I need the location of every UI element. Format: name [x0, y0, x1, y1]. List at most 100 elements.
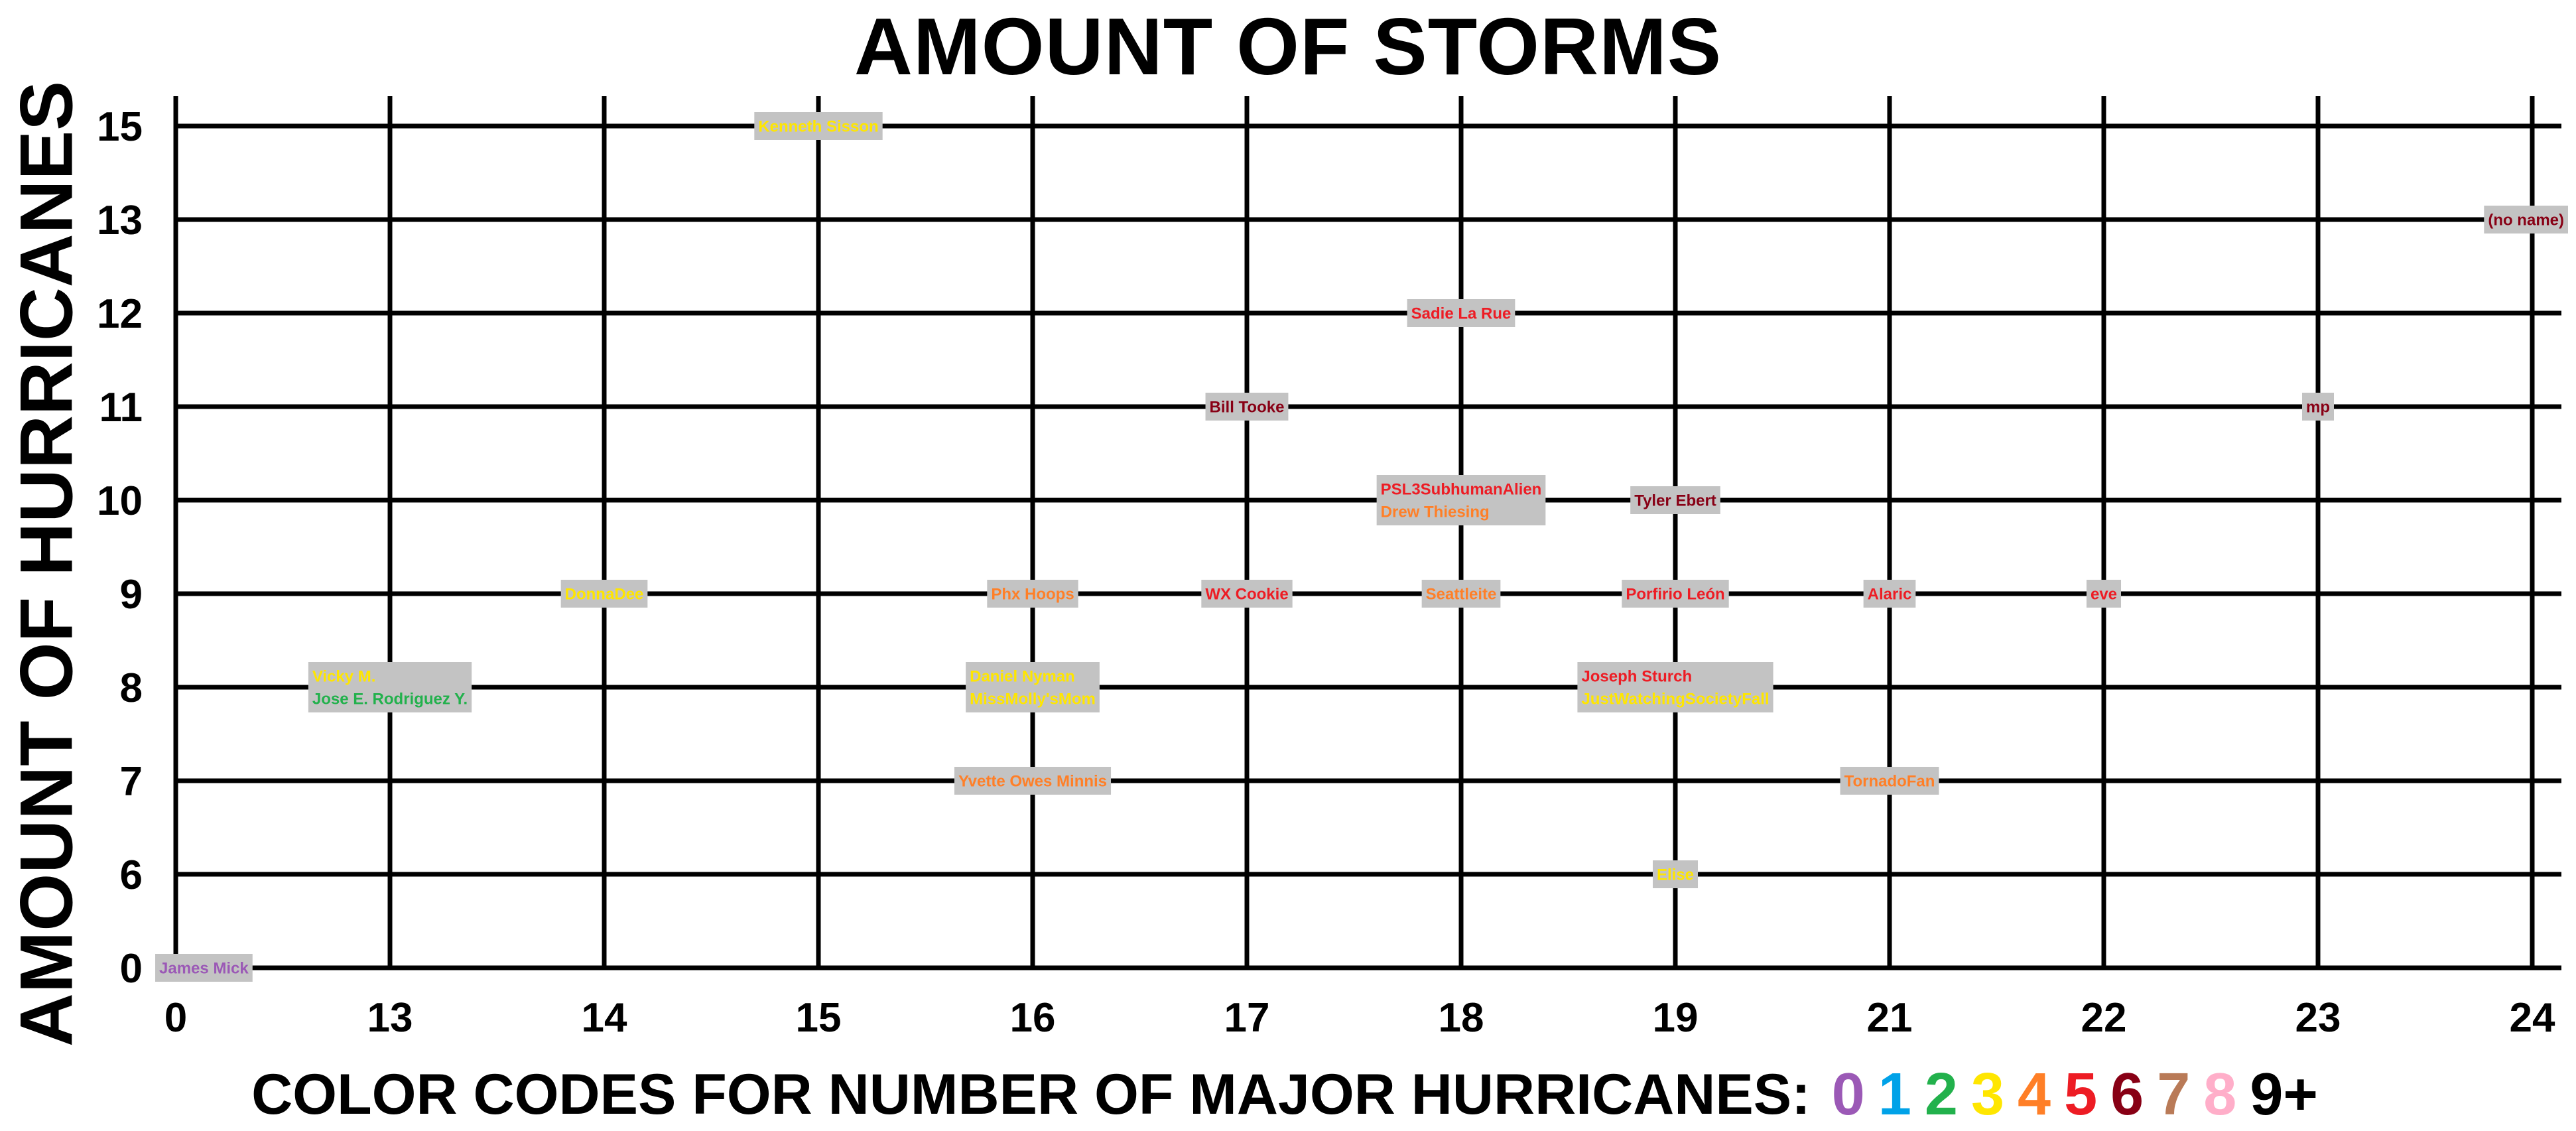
point-label: Porfirio León: [1626, 586, 1724, 604]
x-tick-label: 16: [1010, 995, 1056, 1041]
data-point: eve: [2086, 580, 2122, 608]
y-tick-label: 10: [97, 478, 143, 524]
data-point: Bill Tooke: [1205, 393, 1289, 421]
point-label-box: [966, 662, 1100, 712]
point-label-box: [2302, 393, 2334, 421]
legend-codes: 0 1 2 3 4 5 6 7 8 9+: [1825, 1061, 2325, 1129]
data-point: Alaric: [1863, 580, 1916, 608]
x-tick-label: 21: [1867, 995, 1913, 1041]
data-point: PSL3SubhumanAlien Drew Thiesing: [1376, 475, 1546, 525]
point-label-box: [1630, 486, 1720, 514]
data-point: Porfirio León: [1622, 580, 1729, 608]
point-label-box: [1622, 580, 1729, 608]
data-point: Elise: [1652, 860, 1699, 888]
point-label-box: [308, 662, 472, 712]
point-label: TornadoFan: [1844, 773, 1935, 791]
point-label: Jose E. Rodriguez Y.: [312, 691, 468, 708]
y-tick-label: 11: [99, 385, 143, 431]
x-tick-label: 18: [1439, 995, 1484, 1041]
point-label: (no name): [2488, 212, 2564, 230]
point-label-box: [2484, 206, 2568, 233]
point-label-box: [2086, 580, 2122, 608]
chart-title: AMOUNT OF STORMS: [854, 1, 1722, 92]
data-point: Daniel Nyman MissMolly'sMom: [966, 662, 1100, 712]
data-point: TornadoFan: [1840, 767, 1939, 795]
point-label: Tyler Ebert: [1634, 492, 1716, 510]
point-label-box: [1201, 580, 1293, 608]
data-point: DonnaDee: [560, 580, 648, 608]
data-point: mp: [2302, 393, 2334, 421]
legend-code: 6: [2110, 1061, 2144, 1128]
x-tick-label: 15: [796, 995, 842, 1041]
point-label: Bill Tooke: [1210, 399, 1285, 417]
point-label: Daniel Nyman: [970, 668, 1075, 686]
y-tick-label: 9: [120, 572, 143, 618]
y-tick-label: 8: [120, 665, 143, 711]
point-label-box: [987, 580, 1078, 608]
point-label-box: [1407, 299, 1515, 327]
data-point: Phx Hoops: [987, 580, 1078, 608]
point-label-box: [560, 580, 648, 608]
y-tick-label: 0: [120, 946, 143, 992]
legend-code: 3: [1970, 1061, 2004, 1128]
point-label: Joseph Sturch: [1581, 668, 1692, 686]
data-point: Seattleite: [1421, 580, 1501, 608]
data-point: (no name): [2484, 206, 2568, 233]
legend-code: 8: [2203, 1061, 2237, 1128]
point-label: Drew Thiesing: [1381, 503, 1490, 521]
point-label: Vicky M.: [312, 668, 376, 686]
data-point: Vicky M. Jose E. Rodriguez Y.: [308, 662, 472, 712]
legend-code: 5: [2064, 1061, 2098, 1128]
point-label-box: [1840, 767, 1939, 795]
point-label: Yvette Owes Minnis: [958, 773, 1107, 791]
data-point: WX Cookie: [1201, 580, 1293, 608]
point-label: Sadie La Rue: [1411, 305, 1512, 323]
x-tick-label: 0: [164, 995, 187, 1041]
point-label-box: [1421, 580, 1501, 608]
x-tick-label: 24: [2510, 995, 2555, 1041]
y-tick-label: 12: [97, 291, 143, 337]
point-label: mp: [2306, 399, 2330, 417]
point-label-box: [754, 112, 883, 140]
point-label: PSL3SubhumanAlien: [1381, 481, 1542, 499]
color-legend: COLOR CODES FOR NUMBER OF MAJOR HURRICAN…: [0, 1058, 2576, 1131]
point-label: WX Cookie: [1205, 586, 1288, 604]
data-point: Tyler Ebert: [1630, 486, 1720, 514]
point-label: JustWatchingSocietyFall: [1581, 691, 1769, 708]
x-tick-label: 23: [2295, 995, 2341, 1041]
legend-code: 9+: [2250, 1061, 2318, 1128]
point-label-box: [1863, 580, 1916, 608]
data-point: Joseph Sturch JustWatchingSocietyFall: [1577, 662, 1773, 712]
data-point: Kenneth Sisson: [754, 112, 883, 140]
point-label: MissMolly'sMom: [970, 691, 1096, 708]
point-label: Seattleite: [1426, 586, 1497, 604]
data-point: Yvette Owes Minnis: [954, 767, 1112, 795]
point-label: Elise: [1657, 866, 1694, 884]
x-tick-label: 13: [367, 995, 413, 1041]
point-label-box: [954, 767, 1112, 795]
y-tick-label: 7: [120, 759, 143, 805]
point-label-box: [1652, 860, 1699, 888]
point-label: Alaric: [1868, 586, 1912, 604]
y-tick-label: 13: [97, 198, 143, 243]
point-label: eve: [2091, 586, 2117, 604]
x-tick-label: 19: [1653, 995, 1699, 1041]
y-tick-label: 15: [97, 104, 143, 150]
point-label-box: [1205, 393, 1289, 421]
x-tick-label: 14: [582, 995, 627, 1041]
legend-code: 2: [1924, 1061, 1958, 1128]
point-label: Kenneth Sisson: [758, 118, 878, 136]
x-tick-label: 22: [2081, 995, 2127, 1041]
legend-code: 1: [1878, 1061, 1911, 1128]
point-label-box: [1376, 475, 1546, 525]
point-label: DonnaDee: [565, 586, 644, 604]
point-label-box: [155, 954, 253, 982]
y-tick-label: 6: [120, 852, 143, 898]
legend-title: COLOR CODES FOR NUMBER OF MAJOR HURRICAN…: [251, 1062, 1811, 1126]
point-label: Phx Hoops: [991, 586, 1074, 604]
data-point: James Mick: [155, 954, 253, 982]
legend-code: 4: [2018, 1061, 2051, 1128]
point-label: James Mick: [159, 960, 249, 978]
